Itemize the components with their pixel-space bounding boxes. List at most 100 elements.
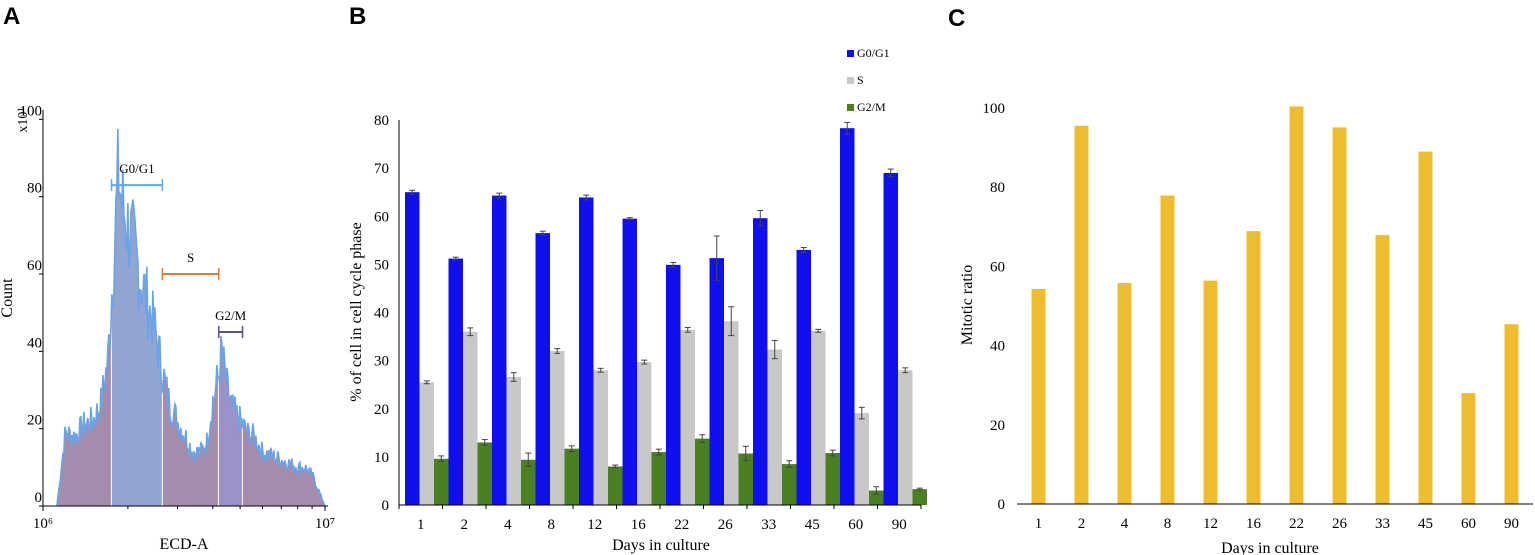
mitotic-bar-day-8 [1160,195,1175,505]
mitotic-x-tick-label: 16 [1246,516,1262,532]
mitotic-bar-day-2 [1074,125,1089,504]
mitotic-bar-day-22 [1289,106,1304,504]
mitotic-x-tick-label: 4 [1121,516,1129,532]
bar-g2-m-day-1 [434,458,449,505]
bar-g0-g1-day-26 [709,258,724,505]
cell-cycle-error-bars [409,121,923,495]
mitotic-x-tick-label: 33 [1375,516,1390,532]
bar-g2-m-day-60 [869,490,884,505]
legend-swatch-s [847,77,854,84]
histogram-x-tick-label: 10⁷ [315,516,335,532]
mitotic-x-tick-label: 26 [1332,516,1348,532]
bar-g0-g1-day-8 [535,233,550,505]
bar-g2-m-day-90 [912,489,927,505]
cell-cycle-x-label: Days in culture [612,537,710,554]
histogram-y-multiplier: x10¹ [16,107,31,132]
legend-label-g0-g1: G0/G1 [857,46,890,60]
mitotic-y-tick-label: 40 [990,339,1005,355]
mitotic-bar-day-90 [1504,324,1519,504]
legend-label-s: S [857,73,864,87]
mitotic-bar-day-45 [1418,151,1433,504]
cell-cycle-y-tick-label: 80 [374,113,389,129]
cell-cycle-x-tick-label: 45 [805,517,820,533]
bar-g0-g1-day-22 [666,264,681,505]
histogram-y-tick-label: 20 [27,413,42,429]
bar-g0-g1-day-2 [448,258,463,505]
bar-g2-m-day-16 [651,452,666,505]
bar-g2-m-day-8 [564,448,579,505]
mitotic-y-tick-label: 100 [983,101,1006,117]
mitotic-y-tick-label: 0 [998,497,1006,513]
mitotic-bar-day-4 [1117,283,1132,504]
mitotic-x-ticks: 1 2 4 8 12 16 22 26 33 45 60 90 [1035,516,1519,532]
legend-label-g2-m: G2/M [857,100,886,114]
histogram-region-s [162,365,218,506]
mitotic-bar-day-12 [1203,280,1218,504]
mitotic-x-tick-label: 12 [1203,516,1218,532]
mitotic-y-tick-label: 80 [990,180,1005,196]
cell-cycle-y-tick-label: 0 [382,498,390,514]
mitotic-x-tick-label: 8 [1164,516,1172,532]
bar-g2-m-day-12 [608,466,623,505]
cell-cycle-x-tick-label: 33 [761,517,776,533]
panel-label-c: C [948,5,965,32]
histogram-y-tick-label: 60 [27,258,42,274]
gate-s-label: S [187,250,194,265]
cell-cycle-x-tick-label: 4 [504,517,512,533]
histogram-y-label: Count [0,278,16,318]
histogram-y-tick-label: 0 [35,490,43,506]
cell-cycle-x-tick-label: 12 [587,517,602,533]
bar-s-day-33 [767,349,782,505]
mitotic-x-label: Days in culture [1221,540,1319,555]
histogram-x-ticks: 10⁶ 10⁷ [33,506,335,532]
bar-s-day-8 [550,351,565,505]
mitotic-x-tick-label: 22 [1289,516,1304,532]
cell-cycle-y-tick-label: 30 [374,354,389,370]
bar-g2-m-day-26 [738,453,753,505]
cell-cycle-y-tick-label: 70 [374,161,389,177]
cell-cycle-y-tick-label: 20 [374,402,389,418]
cell-cycle-x-tick-label: 1 [417,517,425,533]
histogram-y-tick-label: 80 [27,181,42,197]
bar-s-day-60 [854,413,869,505]
cell-cycle-x-tick-label: 2 [461,517,469,533]
bar-g0-g1-day-33 [753,218,768,506]
cell-cycle-x-tick-label: 16 [631,517,647,533]
legend-swatch-g2-m [847,104,854,111]
bar-g0-g1-day-90 [883,172,898,505]
cell-cycle-y-tick-label: 50 [374,257,389,273]
bar-s-day-45 [811,330,826,505]
bar-g0-g1-day-12 [579,197,594,505]
bar-s-day-12 [593,370,608,505]
histogram-x-tick-label: 10⁶ [33,516,53,532]
mitotic-y-tick-label: 60 [990,259,1005,275]
cell-cycle-x-tick-label: 26 [718,517,734,533]
mitotic-x-tick-label: 60 [1461,516,1476,532]
cell-cycle-y-ticks: 0 10 20 30 40 50 60 70 80 [374,113,389,514]
bar-s-day-4 [506,376,521,505]
mitotic-y-ticks: 0 20 40 60 80 100 [983,101,1006,513]
histogram-region-g2m [218,336,242,506]
cell-cycle-x-tick-label: 22 [674,517,689,533]
panel-label-b: B [349,3,366,30]
cell-cycle-y-tick-label: 10 [374,450,389,466]
bar-g2-m-day-4 [521,459,536,505]
histogram-y-ticks: 0 20 40 60 80 100 [20,103,43,507]
legend-swatch-g0-g1 [847,50,854,57]
bar-g2-m-day-33 [782,464,797,505]
bar-g0-g1-day-1 [405,192,420,505]
mitotic-bars [1031,106,1519,505]
mitotic-y-tick-label: 20 [990,418,1005,434]
histogram-gates: G0/G1 S G2/M [110,161,247,338]
mitotic-bar-day-33 [1375,235,1390,504]
bar-s-day-2 [463,331,478,505]
cell-cycle-y-label: % of cell in cell cycle phase [348,222,365,401]
bar-g2-m-day-2 [477,442,492,505]
bar-s-day-1 [419,382,434,505]
histogram-outline [56,128,326,507]
mitotic-y-label: Mitotic ratio [959,265,976,345]
bar-s-day-90 [898,370,913,505]
bar-s-day-26 [724,321,739,505]
